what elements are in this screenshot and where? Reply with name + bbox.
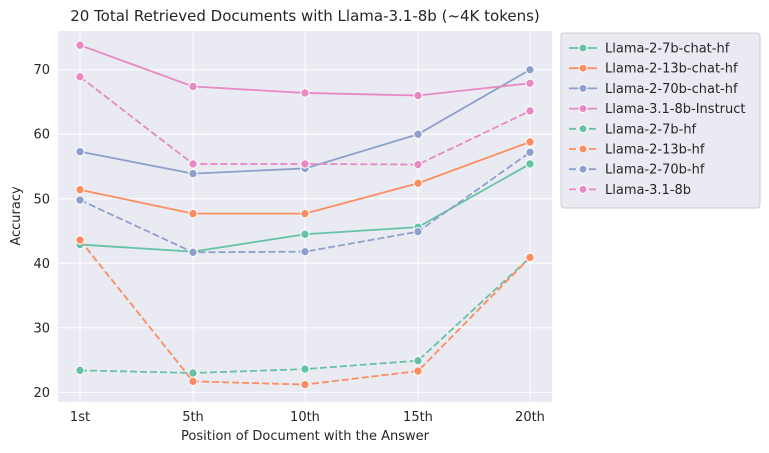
data-point bbox=[75, 195, 85, 205]
series-lines bbox=[75, 40, 535, 390]
legend-box bbox=[560, 32, 761, 209]
legend-label: Llama-3.1-8b bbox=[605, 183, 691, 198]
legend-marker bbox=[578, 83, 588, 93]
x-tick-label: 5th bbox=[182, 410, 204, 425]
chart-title: 20 Total Retrieved Documents with Llama-… bbox=[70, 7, 540, 25]
x-tick-label: 15th bbox=[403, 410, 433, 425]
data-point bbox=[188, 368, 198, 378]
y-tick-label: 60 bbox=[33, 128, 50, 143]
legend-marker bbox=[578, 164, 588, 174]
x-tick-labels: 1st 5th 10th 15th 20th bbox=[70, 410, 545, 425]
data-point bbox=[300, 364, 310, 374]
y-tick-labels: 20 30 40 50 60 70 bbox=[33, 63, 50, 401]
data-point bbox=[413, 159, 423, 170]
legend-label: Llama-3.1-8b-Instruct bbox=[605, 102, 746, 117]
data-point bbox=[413, 366, 423, 376]
data-point bbox=[75, 185, 85, 195]
legend-marker bbox=[578, 104, 588, 114]
legend-label: Llama-2-70b-chat-hf bbox=[605, 82, 738, 97]
data-point bbox=[525, 159, 535, 169]
series-7 bbox=[75, 72, 535, 170]
legend-marker bbox=[578, 63, 588, 73]
data-point bbox=[413, 226, 423, 237]
legend-marker bbox=[578, 43, 588, 53]
data-point bbox=[525, 147, 535, 158]
legend-label: Llama-2-13b-chat-hf bbox=[605, 62, 738, 77]
series-6 bbox=[75, 147, 535, 258]
data-point bbox=[300, 88, 310, 98]
data-point bbox=[413, 129, 423, 139]
data-point bbox=[75, 146, 85, 157]
legend: Llama-2-7b-chat-hf Llama-2-13b-chat-hf Lla… bbox=[560, 32, 761, 209]
legend-marker bbox=[578, 184, 588, 194]
data-point bbox=[75, 235, 85, 245]
legend-label: Llama-2-13b-hf bbox=[605, 143, 705, 158]
x-tick-label: 20th bbox=[515, 410, 545, 425]
data-point bbox=[188, 208, 198, 219]
data-point bbox=[188, 247, 198, 258]
series-5 bbox=[75, 235, 535, 390]
data-point bbox=[413, 356, 423, 366]
data-point bbox=[75, 365, 85, 376]
x-tick-label: 1st bbox=[70, 410, 90, 425]
data-point bbox=[75, 40, 85, 50]
y-tick-label: 40 bbox=[33, 257, 50, 272]
data-point bbox=[188, 159, 198, 169]
legend-marker bbox=[578, 124, 588, 134]
y-tick-label: 20 bbox=[33, 386, 50, 401]
data-point bbox=[525, 137, 535, 147]
series-3 bbox=[75, 40, 535, 101]
data-point bbox=[525, 65, 535, 75]
x-axis-label: Position of Document with the Answer bbox=[181, 429, 430, 444]
y-tick-label: 70 bbox=[33, 63, 50, 78]
data-point bbox=[413, 178, 423, 188]
data-point bbox=[300, 159, 310, 169]
series-1 bbox=[75, 137, 535, 219]
y-tick-label: 50 bbox=[33, 192, 50, 207]
data-point bbox=[300, 246, 310, 257]
data-point bbox=[525, 106, 535, 116]
legend-marker bbox=[578, 144, 588, 154]
legend-label: Llama-2-70b-hf bbox=[605, 163, 705, 178]
x-tick-label: 10th bbox=[290, 410, 320, 425]
y-tick-label: 30 bbox=[33, 321, 50, 336]
data-point bbox=[300, 229, 310, 239]
data-point bbox=[300, 208, 310, 219]
data-point bbox=[300, 379, 310, 390]
legend-label: Llama-2-7b-hf bbox=[605, 122, 697, 137]
data-point bbox=[188, 376, 198, 387]
data-point bbox=[413, 90, 423, 101]
data-point bbox=[525, 78, 535, 88]
legend-label: Llama-2-7b-chat-hf bbox=[605, 42, 730, 57]
data-point bbox=[75, 72, 85, 82]
data-point bbox=[525, 252, 535, 263]
data-point bbox=[188, 81, 198, 92]
data-point bbox=[188, 168, 198, 179]
y-axis-label: Accuracy bbox=[9, 186, 24, 246]
